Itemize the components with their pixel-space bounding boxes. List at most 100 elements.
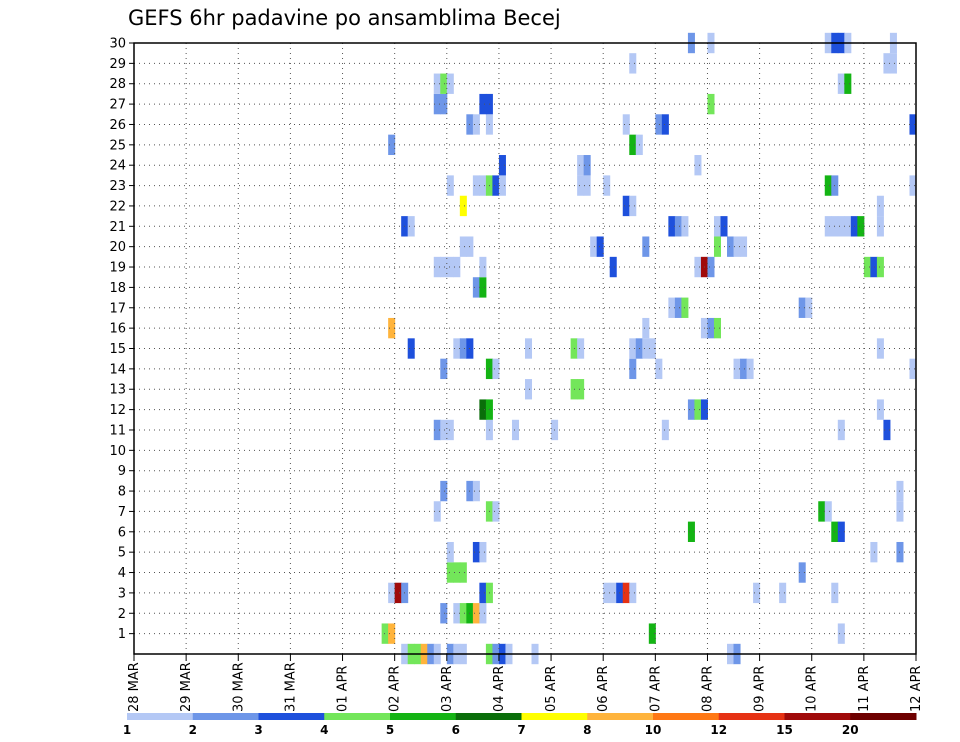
heatmap-cell — [596, 236, 604, 257]
heatmap-cell — [661, 419, 669, 441]
heatmap-cell — [876, 216, 884, 237]
heatmap-cell — [525, 338, 533, 359]
y-tick-label: 17 — [109, 301, 126, 316]
heatmap-cell — [857, 216, 865, 237]
heatmap-cell — [687, 399, 695, 420]
heatmap-cell — [876, 399, 884, 420]
heatmap-cell — [818, 501, 826, 522]
heatmap-cell — [472, 541, 480, 563]
x-tick-label: 10 APR — [805, 666, 820, 712]
heatmap-cell — [433, 501, 441, 522]
grid-lines — [134, 43, 916, 654]
x-tick-label: 11 APR — [857, 666, 872, 712]
heatmap-cell — [479, 399, 487, 420]
heatmap-cell — [661, 114, 669, 135]
heatmap-cell — [472, 603, 480, 624]
y-tick-label: 11 — [109, 423, 126, 438]
heatmap-cells — [381, 32, 916, 665]
heatmap-cell — [492, 175, 500, 196]
heatmap-cell — [440, 603, 448, 624]
color-legend: 1 2 3 4 5 6 7 8 10 12 15 20 — [123, 713, 917, 737]
heatmap-cell — [492, 501, 500, 522]
heatmap-cell — [609, 582, 617, 604]
x-tick-label: 12 APR — [909, 666, 924, 712]
x-tick-label: 03 APR — [440, 666, 455, 712]
legend-swatch — [784, 713, 851, 720]
heatmap-cell — [498, 155, 506, 176]
heatmap-cell — [446, 562, 454, 583]
heatmap-cell — [837, 419, 845, 441]
heatmap-cell — [381, 623, 389, 644]
heatmap-cell — [798, 297, 806, 318]
y-tick-label: 21 — [109, 220, 126, 235]
heatmap-cell — [824, 501, 832, 522]
heatmap-cell — [694, 155, 702, 176]
heatmap-cell — [883, 53, 891, 74]
y-tick-label: 13 — [109, 383, 126, 398]
heatmap-cell — [876, 256, 884, 278]
legend-swatch — [521, 713, 588, 720]
chart-title: GEFS 6hr padavine po ansamblima Becej — [128, 6, 561, 30]
heatmap-cell — [433, 419, 441, 441]
legend-swatch — [390, 713, 457, 720]
heatmap-cell — [459, 338, 467, 359]
heatmap-cell — [577, 155, 585, 176]
y-tick-label: 6 — [118, 525, 126, 540]
y-tick-label: 3 — [118, 586, 126, 601]
heatmap-cell — [603, 582, 611, 604]
x-tick-label: 04 APR — [492, 666, 507, 712]
heatmap-cell — [713, 236, 721, 257]
x-tick-label: 08 APR — [700, 666, 715, 712]
heatmap-cell — [642, 236, 650, 257]
y-tick-label: 22 — [109, 199, 126, 214]
heatmap-cell — [707, 256, 715, 278]
heatmap-cell — [407, 338, 415, 359]
heatmap-cell — [622, 114, 630, 135]
legend-label: 3 — [254, 723, 262, 737]
heatmap-cell — [446, 256, 454, 278]
heatmap-cell — [909, 358, 916, 380]
heatmap-cell — [459, 562, 467, 583]
heatmap-cell — [733, 236, 741, 257]
heatmap-cell — [433, 256, 441, 278]
heatmap-cell — [727, 236, 735, 257]
heatmap-cell — [707, 317, 715, 339]
heatmap-cell — [388, 623, 396, 644]
y-axis: 1234567891011121314151617181920212223242… — [109, 37, 134, 642]
heatmap-cell — [583, 155, 591, 176]
heatmap-cell — [394, 582, 402, 604]
x-tick-label: 07 APR — [648, 666, 663, 712]
heatmap-cell — [629, 53, 637, 74]
heatmap-cell — [492, 358, 500, 380]
y-tick-label: 28 — [109, 77, 126, 92]
x-tick-label: 01 APR — [336, 666, 351, 712]
heatmap-cell — [668, 216, 676, 237]
heatmap-cell — [472, 277, 480, 298]
heatmap-cell — [472, 480, 480, 502]
legend-swatch — [718, 713, 785, 720]
heatmap-cell — [590, 236, 598, 257]
heatmap-cell — [629, 582, 637, 604]
x-axis: 28 MAR 29 MAR 30 MAR 31 MAR 01 APR 02 APR 03 A… — [127, 654, 924, 712]
legend-label: 15 — [776, 723, 793, 737]
heatmap-cell — [876, 338, 884, 359]
heatmap-cell — [844, 216, 852, 237]
y-tick-label: 30 — [109, 37, 126, 52]
legend-label: 6 — [452, 723, 460, 737]
heatmap-cell — [655, 358, 663, 380]
heatmap-cell — [648, 623, 656, 644]
legend-label: 7 — [517, 723, 525, 737]
heatmap-cell — [440, 419, 448, 441]
heatmap-cell — [642, 317, 650, 339]
heatmap-cell — [453, 562, 461, 583]
heatmap-cell — [889, 53, 897, 74]
x-tick-label: 09 APR — [753, 666, 768, 712]
heatmap-cell — [388, 582, 396, 604]
legend-label: 12 — [710, 723, 727, 737]
heatmap-cell — [629, 358, 637, 380]
legend-label: 2 — [189, 723, 197, 737]
heatmap-cell — [707, 93, 715, 115]
legend-swatch — [850, 713, 917, 720]
heatmap-cell — [824, 175, 832, 196]
legend-swatch — [192, 713, 259, 720]
